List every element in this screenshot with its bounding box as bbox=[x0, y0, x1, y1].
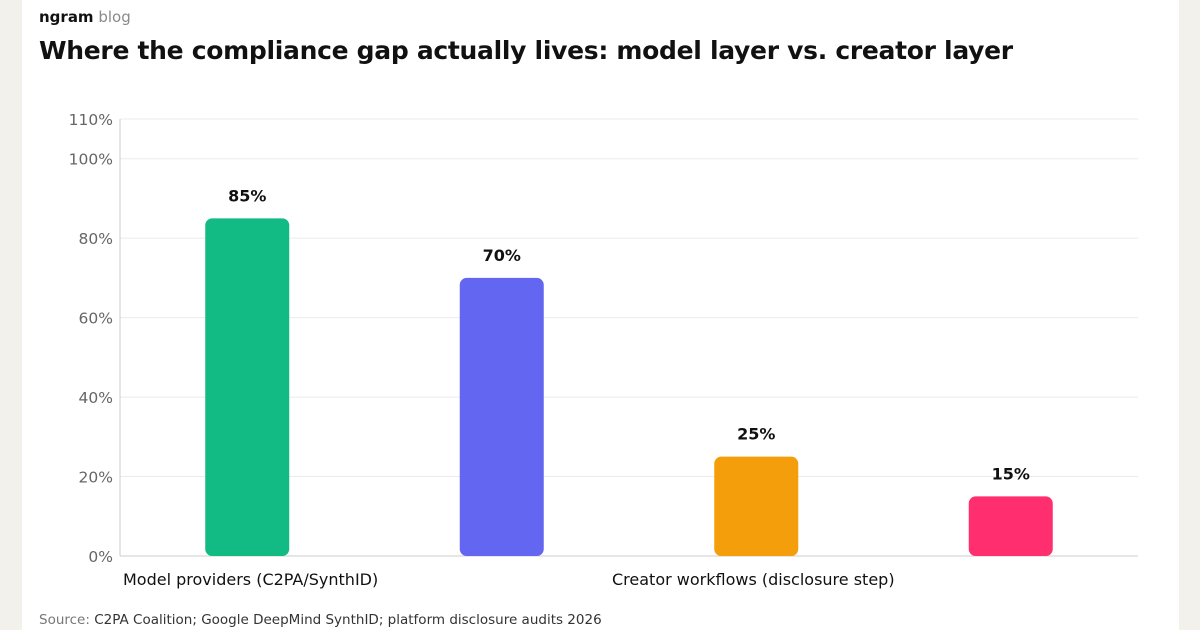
y-tick-label: 0% bbox=[88, 548, 113, 566]
x-group-label: Model providers (C2PA/SynthID) bbox=[123, 570, 378, 589]
bar-value-label: 70% bbox=[483, 246, 521, 265]
chart-title: Where the compliance gap actually lives:… bbox=[39, 36, 1013, 65]
bar-value-label: 15% bbox=[992, 464, 1030, 483]
source-text: C2PA Coalition; Google DeepMind SynthID;… bbox=[94, 612, 602, 628]
bar bbox=[968, 496, 1053, 556]
brand-name: ngram bbox=[39, 8, 94, 26]
bar bbox=[459, 277, 544, 556]
y-tick-label: 100% bbox=[69, 151, 113, 169]
bar bbox=[205, 218, 290, 556]
y-tick-label: 60% bbox=[79, 310, 113, 328]
y-tick-label: 20% bbox=[79, 469, 113, 487]
x-group-label: Creator workflows (disclosure step) bbox=[612, 570, 895, 589]
brand-section: blog bbox=[98, 8, 131, 26]
source-label: Source: bbox=[39, 612, 90, 628]
blog-brand[interactable]: ngram blog bbox=[39, 8, 131, 26]
bar-value-label: 85% bbox=[228, 186, 266, 205]
source-note: Source: C2PA Coalition; Google DeepMind … bbox=[39, 612, 602, 628]
bar-value-label: 25% bbox=[737, 425, 775, 444]
y-tick-label: 110% bbox=[69, 111, 113, 129]
y-tick-label: 80% bbox=[79, 230, 113, 248]
bar bbox=[714, 456, 799, 556]
y-tick-label: 40% bbox=[79, 389, 113, 407]
